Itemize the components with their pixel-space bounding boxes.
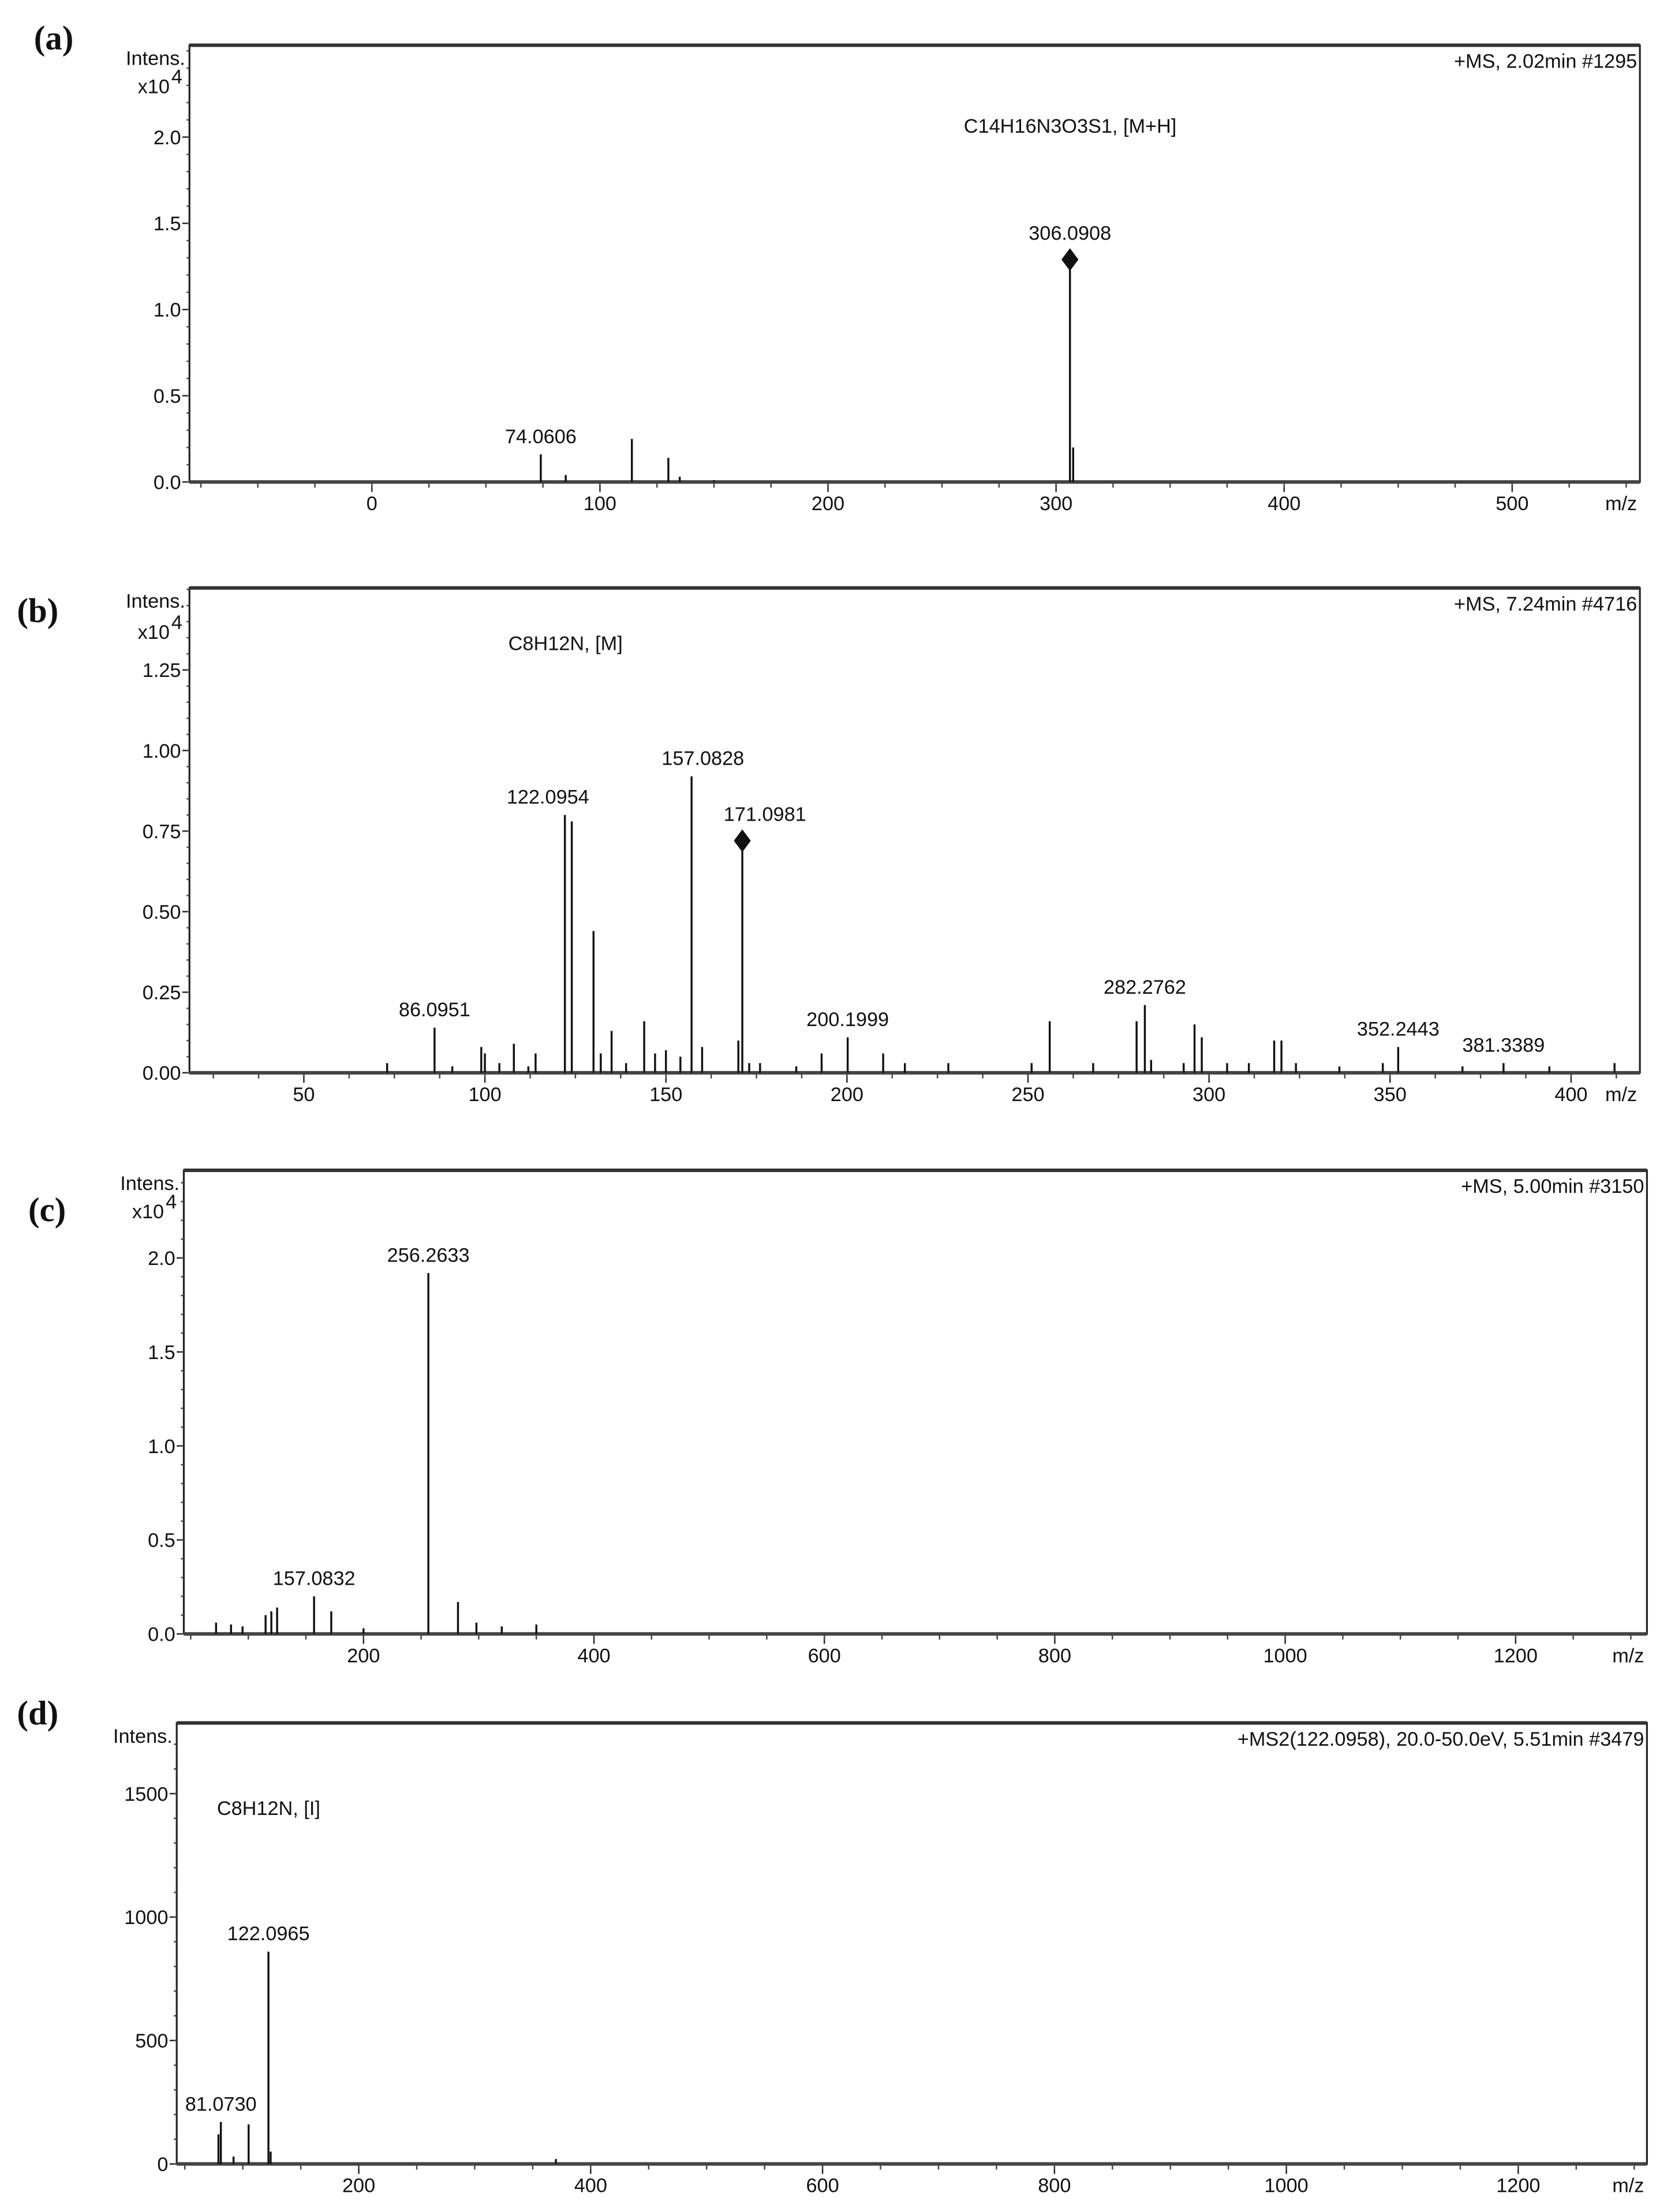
plot-frame (182, 1169, 1648, 1635)
y-tick-label: 0 (157, 2154, 168, 2176)
x-tick-label: 400 (1268, 493, 1300, 515)
x-tick-label: 400 (577, 1645, 610, 1667)
panel-c: (c) Intens. x10 4 +MS, 5.00min #3150 0.0 0.5 1.… (28, 1168, 1648, 1667)
y-axis-exponent: 4 (171, 612, 182, 634)
x-tick-label: 150 (649, 1084, 682, 1106)
panel-b: (b) Intens. x10 4 +MS, 7.24min #4716 C8H12N, … (17, 586, 1641, 1106)
y-axis-label: Intens. (120, 1173, 180, 1195)
y-tick-label: 0.75 (143, 821, 181, 843)
x-tick-label: 200 (342, 2175, 375, 2197)
y-axis-exponent: 4 (171, 66, 182, 88)
x-tick-label: 300 (1192, 1084, 1225, 1106)
x-tick-label: 400 (574, 2175, 607, 2197)
x-tick-label: 200 (831, 1084, 863, 1106)
x-tick-label: 200 (812, 493, 844, 515)
scan-info: +MS, 5.00min #3150 (1461, 1176, 1644, 1197)
panel-letter: (c) (28, 1191, 66, 1229)
y-axis-label: Intens. (113, 1726, 173, 1747)
x-tick-label: 300 (1040, 493, 1072, 515)
y-tick-label: 1.5 (148, 1342, 175, 1364)
scan-info: +MS, 7.24min #4716 (1454, 593, 1637, 615)
y-tick-label: 2.0 (154, 127, 181, 149)
y-tick-label: 0.5 (154, 385, 181, 407)
x-tick-label: 1000 (1264, 2175, 1308, 2197)
x-tick-label: 1200 (1496, 2175, 1540, 2197)
x-tick-label: 500 (1496, 493, 1528, 515)
y-axis-scale: x10 (138, 76, 170, 98)
plot-frame (188, 44, 1641, 483)
panel-a: (a) Intens. x10 4 +MS, 2.02min #1295 C14H16N3… (34, 20, 1641, 515)
x-tick-label: 50 (293, 1084, 315, 1106)
scan-info: +MS2(122.0958), 20.0-50.0eV, 5.51min #34… (1238, 1728, 1644, 1750)
y-tick-label: 1000 (124, 1907, 168, 1929)
x-tick-label: 400 (1554, 1084, 1587, 1106)
peak-label: 122.0965 (227, 1923, 310, 1945)
x-axis-label: m/z (1605, 1084, 1637, 1106)
y-axis-scale: x10 (132, 1201, 164, 1223)
y-tick-label: 500 (135, 2030, 168, 2052)
y-tick-label: 1.0 (148, 1436, 175, 1458)
peak-label: 74.0606 (505, 426, 577, 448)
x-tick-label: 600 (806, 2175, 839, 2197)
panel-letter: (a) (34, 20, 74, 57)
peak-label: 157.0828 (661, 748, 744, 770)
plot-frame (175, 1721, 1648, 2165)
peak-label: 306.0908 (1029, 222, 1111, 244)
y-tick-label: 1.5 (154, 213, 181, 235)
y-tick-label: 1500 (124, 1783, 168, 1805)
y-axis-exponent: 4 (166, 1191, 177, 1213)
formula-label: C14H16N3O3S1, [M+H] (964, 115, 1177, 137)
y-tick-label: 1.25 (143, 660, 181, 682)
peak-label: 86.0951 (399, 999, 470, 1021)
y-tick-label: 0.50 (143, 901, 181, 923)
x-tick-label: 600 (808, 1645, 841, 1667)
x-tick-label: 0 (367, 493, 377, 515)
x-tick-label: 1000 (1263, 1645, 1307, 1667)
y-tick-label: 0.0 (148, 1624, 175, 1646)
x-tick-label: 100 (584, 493, 616, 515)
y-tick-label: 2.0 (148, 1248, 175, 1270)
x-tick-label: 350 (1374, 1084, 1407, 1106)
y-tick-label: 0.5 (148, 1530, 175, 1552)
x-tick-label: 800 (1038, 1645, 1071, 1667)
y-tick-label: 0.0 (154, 471, 181, 493)
formula-label: C8H12N, [M] (509, 633, 623, 655)
y-tick-label: 1.0 (154, 300, 181, 321)
y-axis-label: Intens. (126, 48, 185, 70)
peak-label: 352.2443 (1357, 1019, 1440, 1040)
peak-label: 282.2762 (1104, 976, 1186, 998)
peak-label: 381.3389 (1462, 1035, 1545, 1057)
formula-label: C8H12N, [I] (217, 1798, 320, 1820)
peak-label: 81.0730 (185, 2093, 257, 2115)
peak-label: 256.2633 (387, 1244, 470, 1266)
precursor-diamond-marker (734, 829, 751, 852)
x-axis-label: m/z (1605, 493, 1637, 515)
y-tick-label: 0.00 (143, 1062, 181, 1084)
peak-label: 157.0832 (273, 1568, 356, 1590)
y-tick-label: 0.25 (143, 982, 181, 1004)
y-axis-label: Intens. (126, 590, 185, 612)
x-tick-label: 100 (468, 1084, 501, 1106)
x-tick-label: 250 (1011, 1084, 1044, 1106)
peak-label: 122.0954 (507, 787, 589, 809)
panel-d: (d) Intens. +MS2(122.0958), 20.0-50.0eV, 5… (17, 1694, 1648, 2197)
x-axis-label: m/z (1612, 2175, 1644, 2197)
x-axis-label: m/z (1612, 1645, 1644, 1667)
x-tick-label: 800 (1038, 2175, 1071, 2197)
peak-label: 200.1999 (806, 1009, 889, 1031)
y-tick-label: 1.00 (143, 740, 181, 762)
panel-letter: (d) (17, 1694, 58, 1732)
precursor-diamond-marker (1061, 248, 1079, 271)
y-axis-scale: x10 (138, 622, 170, 643)
scan-info: +MS, 2.02min #1295 (1454, 51, 1637, 73)
x-tick-label: 1200 (1494, 1645, 1538, 1667)
x-tick-label: 200 (347, 1645, 380, 1667)
peak-label: 171.0981 (724, 804, 806, 826)
panel-letter: (b) (17, 592, 58, 630)
